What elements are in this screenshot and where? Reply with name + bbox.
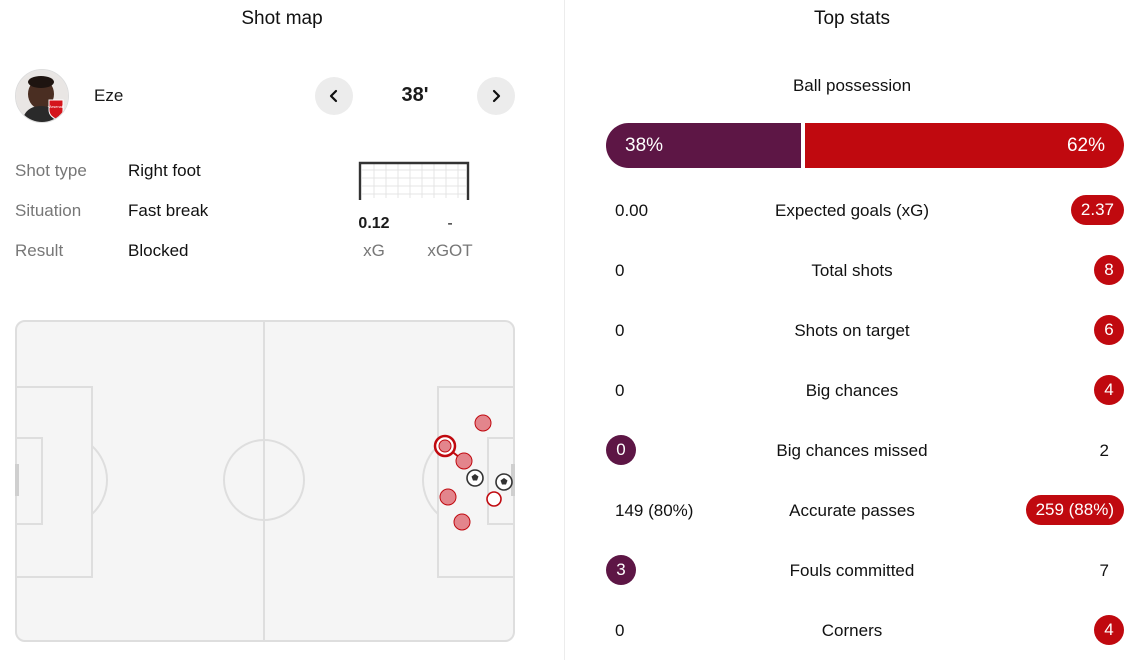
- club-badge-icon: Arsenal: [48, 99, 64, 120]
- panel-divider: [564, 0, 565, 660]
- stat-name: Corners: [821, 621, 883, 640]
- stat-name: Fouls committed: [789, 561, 915, 580]
- goal-ball-icon: [495, 473, 513, 491]
- previous-shot-button[interactable]: [315, 77, 353, 115]
- stat-away-value: 4: [1094, 375, 1124, 405]
- top-stats-panel: Top stats Ball possession 38% 62% 0.00 Ex…: [565, 0, 1139, 660]
- shot-type-label: Shot type: [15, 161, 87, 180]
- stat-home-value: 0: [606, 435, 636, 465]
- player-name[interactable]: Eze: [94, 86, 124, 105]
- goal-ball-icon: [466, 469, 484, 487]
- club-badge-text: Arsenal: [49, 104, 63, 109]
- stat-name: Big chances missed: [776, 441, 928, 460]
- stat-away-value: 4: [1094, 615, 1124, 645]
- pitch: [15, 320, 515, 642]
- xg-value: 0.12: [358, 215, 390, 232]
- top-stats-title: Top stats: [813, 8, 891, 29]
- goal-net-icon: [358, 161, 470, 200]
- stat-away-value: 2: [1099, 441, 1109, 460]
- stat-away-value: 2.37: [1070, 195, 1124, 225]
- stat-home-value: 0: [615, 381, 625, 400]
- stat-away-value: 7: [1099, 561, 1109, 580]
- stat-home-value: 0: [615, 321, 625, 340]
- shot-marker: [455, 452, 473, 470]
- situation-value: Fast break: [128, 201, 209, 220]
- result-label: Result: [15, 241, 64, 260]
- player-avatar[interactable]: Arsenal: [15, 69, 69, 123]
- xg-label: xG: [363, 241, 385, 260]
- shot-type-value: Right foot: [128, 161, 201, 180]
- possession-label: Ball possession: [792, 76, 912, 95]
- xgot-label: xGOT: [427, 241, 473, 260]
- next-shot-button[interactable]: [477, 77, 515, 115]
- stat-home-value: 3: [606, 555, 636, 585]
- shot-marker: [474, 414, 492, 432]
- stat-name: Expected goals (xG): [774, 201, 929, 220]
- stat-home-value: 0.00: [615, 201, 649, 220]
- stat-home-value: 149 (80%): [615, 501, 694, 520]
- shot-map-title: Shot map: [241, 8, 323, 29]
- possession-bar: 38% 62%: [606, 123, 1124, 168]
- shot-minute: 38': [401, 84, 429, 106]
- xgot-value: -: [447, 215, 453, 232]
- result-value: Blocked: [128, 241, 189, 260]
- stat-name: Total shots: [811, 261, 893, 280]
- stat-away-value: 259 (88%): [1025, 495, 1124, 525]
- stat-home-value: 0: [615, 621, 625, 640]
- shot-map-panel: Shot map Arsenal Eze 38' Shot type Right…: [0, 0, 564, 660]
- stat-home-value: 0: [615, 261, 625, 280]
- chevron-left-icon: [329, 89, 338, 103]
- stat-away-value: 8: [1094, 255, 1124, 285]
- stat-name: Accurate passes: [789, 501, 915, 520]
- shot-marker: [486, 491, 502, 507]
- stat-name: Shots on target: [794, 321, 910, 340]
- shot-marker: [439, 488, 457, 506]
- situation-label: Situation: [15, 201, 82, 220]
- shot-marker: [453, 513, 471, 531]
- stat-name: Big chances: [805, 381, 899, 400]
- chevron-right-icon: [492, 89, 501, 103]
- stat-away-value: 6: [1094, 315, 1124, 345]
- possession-away: 62%: [805, 123, 1124, 168]
- possession-home: 38%: [606, 123, 801, 168]
- shot-markers: [433, 414, 513, 531]
